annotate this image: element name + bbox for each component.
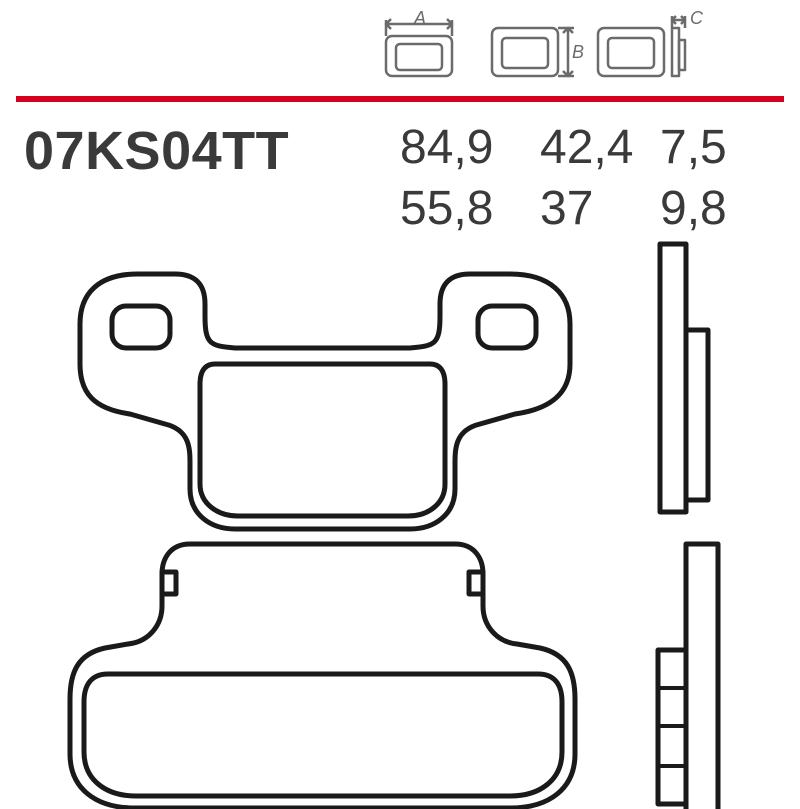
- thickness-dimension-icon: C: [592, 10, 704, 82]
- page: A B: [0, 0, 800, 800]
- width-dimension-label: A: [414, 8, 426, 29]
- dim-row1-height: 42,4: [540, 120, 660, 175]
- width-dimension-icon: A: [380, 10, 458, 82]
- header-dimension-icons: A B: [380, 10, 704, 82]
- dim-row1-width: 84,9: [400, 120, 540, 175]
- dim-row2-width: 55,8: [400, 181, 540, 236]
- dimensions-grid: 84,9 42,4 7,5 55,8 37 9,8: [400, 120, 760, 236]
- part-number: 07KS04TT: [24, 120, 289, 182]
- dim-row2-height: 37: [540, 181, 660, 236]
- dim-row2-thickness: 9,8: [660, 181, 760, 236]
- thickness-dimension-label: C: [690, 8, 703, 29]
- technical-drawings: [40, 244, 760, 760]
- separator-rule: [16, 96, 784, 102]
- height-dimension-icon: B: [486, 10, 564, 82]
- dim-row1-thickness: 7,5: [660, 120, 760, 175]
- height-dimension-label: B: [572, 42, 584, 63]
